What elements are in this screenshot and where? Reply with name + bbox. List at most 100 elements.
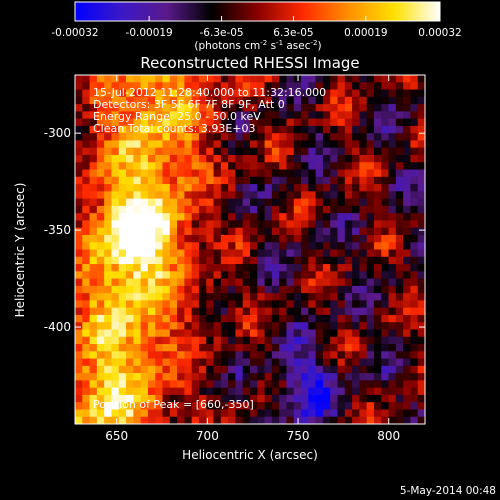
heatmap-cell (279, 322, 287, 330)
heatmap-cell (417, 234, 425, 243)
heatmap-cell (184, 234, 193, 243)
heatmap-cell (315, 227, 324, 236)
heatmap-cell (162, 278, 171, 287)
heatmap-cell (271, 416, 280, 424)
heatmap-cell (403, 300, 411, 309)
heatmap-cell (162, 111, 171, 120)
heatmap-cell (162, 256, 171, 265)
heatmap-cell (286, 336, 295, 345)
heatmap-cell (191, 133, 200, 141)
heatmap-cell (104, 358, 112, 367)
heatmap-cell (133, 416, 142, 424)
heatmap-cell (75, 82, 83, 91)
heatmap-cell (242, 256, 251, 265)
heatmap-cell (147, 358, 156, 367)
heatmap-cell (191, 191, 200, 200)
heatmap-cell (118, 278, 127, 287)
heatmap-cell (184, 264, 193, 272)
heatmap-cell (198, 416, 207, 424)
heatmap-cell (359, 220, 368, 229)
heatmap-cell (271, 387, 280, 396)
heatmap-cell (118, 176, 127, 185)
heatmap-cell (308, 278, 317, 287)
heatmap-cell (359, 118, 368, 127)
heatmap-cell (75, 285, 83, 294)
heatmap-cell (395, 409, 404, 418)
heatmap-cell (315, 154, 324, 163)
heatmap-cell (82, 336, 91, 345)
heatmap-cell (381, 140, 390, 149)
heatmap-cell (126, 249, 134, 258)
heatmap-cell (359, 278, 368, 287)
heatmap-cell (177, 394, 185, 403)
heatmap-cell (191, 213, 200, 221)
heatmap-cell (177, 358, 185, 367)
heatmap-cell (220, 118, 229, 127)
heatmap-cell (89, 140, 98, 149)
heatmap-cell (242, 82, 251, 91)
heatmap-cell (410, 358, 419, 367)
x-axis-label: Heliocentric X (arcsec) (182, 448, 318, 462)
heatmap-cell (337, 213, 346, 221)
heatmap-cell (264, 322, 273, 330)
heatmap-cell (337, 329, 346, 338)
heatmap-cell (220, 314, 229, 323)
heatmap-cell (184, 307, 193, 316)
heatmap-cell (96, 184, 105, 192)
heatmap-cell (75, 234, 83, 243)
heatmap-cell (220, 387, 229, 396)
heatmap-cell (169, 409, 178, 418)
heatmap-cell (242, 162, 251, 171)
heatmap-cell (250, 394, 258, 403)
heatmap-cell (75, 307, 83, 316)
heatmap-cell (198, 256, 207, 265)
heatmap-cell (337, 140, 346, 149)
heatmap-cell (96, 169, 105, 178)
heatmap-cell (184, 147, 193, 156)
heatmap-cell (322, 96, 331, 105)
heatmap-cell (410, 409, 419, 418)
heatmap-cell (330, 409, 338, 418)
heatmap-cell (96, 176, 105, 185)
heatmap-cell (111, 249, 120, 258)
heatmap-cell (242, 75, 251, 83)
heatmap-cell (286, 234, 295, 243)
heatmap-cell (75, 227, 83, 236)
heatmap-cell (242, 133, 251, 141)
heatmap-cell (140, 213, 149, 221)
heatmap-cell (228, 234, 236, 243)
heatmap-cell (104, 147, 112, 156)
heatmap-cell (330, 285, 338, 294)
heatmap-cell (264, 213, 273, 221)
heatmap-cell (126, 125, 134, 134)
heatmap-cell (315, 322, 324, 330)
heatmap-cell (271, 96, 280, 105)
heatmap-cell (417, 220, 425, 229)
heatmap-cell (177, 264, 185, 272)
heatmap-cell (111, 271, 120, 280)
heatmap-cell (330, 191, 338, 200)
heatmap-cell (322, 213, 331, 221)
heatmap-cell (257, 373, 266, 381)
heatmap-cell (417, 169, 425, 178)
heatmap-cell (286, 205, 295, 214)
heatmap-cell (308, 154, 317, 163)
heatmap-cell (96, 322, 105, 330)
heatmap-cell (89, 256, 98, 265)
heatmap-cell (220, 336, 229, 345)
heatmap-cell (228, 125, 236, 134)
heatmap-cell (96, 125, 105, 134)
heatmap-cell (206, 365, 215, 374)
heatmap-cell (169, 133, 178, 141)
heatmap-cell (286, 264, 295, 272)
heatmap-cell (126, 82, 134, 91)
heatmap-cell (417, 125, 425, 134)
heatmap-cell (322, 344, 331, 352)
heatmap-cell (184, 278, 193, 287)
heatmap-cell (417, 264, 425, 272)
heatmap-cell (381, 278, 390, 287)
heatmap-cell (126, 394, 134, 403)
heatmap-cell (381, 249, 390, 258)
heatmap-cell (352, 271, 360, 280)
heatmap-cell (82, 380, 91, 389)
